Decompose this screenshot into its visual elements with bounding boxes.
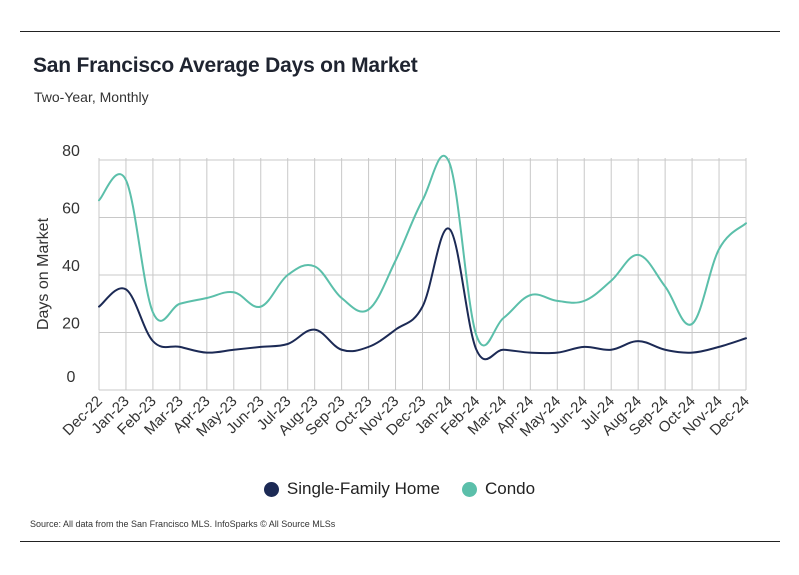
bottom-rule bbox=[20, 541, 780, 542]
legend-label-condo: Condo bbox=[484, 479, 536, 498]
grid bbox=[98, 158, 747, 391]
y-axis: 0 20 40 60 80 bbox=[62, 143, 80, 386]
y-axis-label: Days on Market bbox=[35, 217, 52, 330]
x-axis: Dec-22Jan-23Feb-23Mar-23Apr-23May-23Jun-… bbox=[60, 393, 753, 440]
legend-swatch-single-family bbox=[263, 481, 279, 497]
y-tick-label: 60 bbox=[62, 201, 80, 218]
top-rule bbox=[20, 31, 780, 32]
source-note: Source: All data from the San Francisco … bbox=[30, 519, 336, 529]
chart-subtitle: Two-Year, Monthly bbox=[34, 89, 149, 105]
y-tick-label: 0 bbox=[67, 369, 76, 386]
y-tick-label: 40 bbox=[62, 258, 80, 275]
series-line-single-family bbox=[98, 227, 747, 361]
chart-title: San Francisco Average Days on Market bbox=[33, 54, 418, 77]
series-line-condo bbox=[98, 154, 747, 347]
legend-label-single-family: Single-Family Home bbox=[286, 479, 440, 498]
legend-swatch-condo bbox=[461, 481, 477, 497]
y-tick-label: 80 bbox=[62, 143, 80, 160]
y-tick-label: 20 bbox=[62, 316, 80, 333]
legend-item-single-family: Single-Family Home bbox=[263, 479, 440, 499]
legend: Single-Family Home Condo bbox=[0, 479, 799, 499]
series-lines bbox=[98, 154, 747, 361]
legend-item-condo: Condo bbox=[461, 479, 536, 499]
